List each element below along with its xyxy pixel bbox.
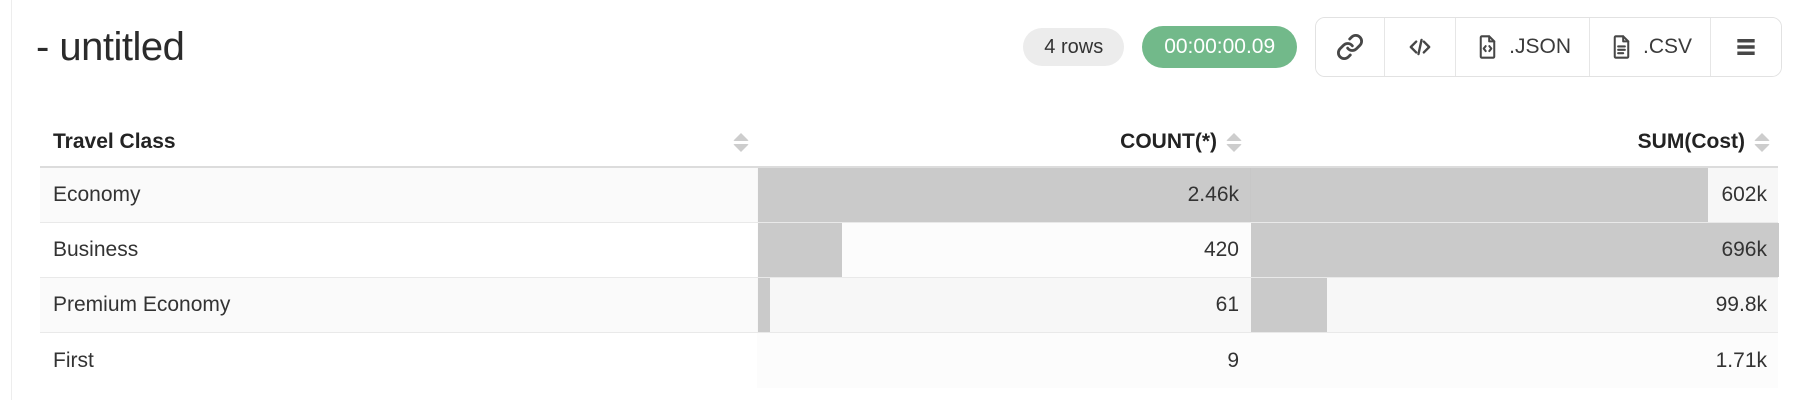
row-count-badge: 4 rows [1023, 28, 1125, 66]
sum-value: 1.71k [1715, 348, 1767, 372]
sort-icon[interactable] [1754, 132, 1770, 152]
panel-left-border [11, 0, 12, 400]
query-title[interactable]: - untitled [36, 24, 185, 69]
column-header-label: Travel Class [53, 130, 176, 153]
export-json-button[interactable]: .JSON [1455, 18, 1589, 76]
cell-sum-cost: 602k [1250, 168, 1778, 222]
sum-value: 602k [1721, 183, 1767, 206]
sum-value: 696k [1721, 238, 1767, 261]
sum-bar [1251, 223, 1779, 277]
column-header-label: SUM(Cost) [1637, 130, 1745, 153]
count-value: 2.46k [1187, 183, 1239, 206]
cell-travel-class: First [53, 348, 94, 372]
view-code-button[interactable] [1384, 18, 1456, 76]
table-header-row: Travel Class COUNT(*) SUM(Cost) [40, 95, 1778, 168]
count-bar [758, 223, 843, 277]
link-icon [1336, 33, 1364, 61]
sum-bar [1251, 278, 1327, 332]
cell-sum-cost: 1.71k [1250, 333, 1778, 388]
count-value: 9 [1227, 348, 1239, 372]
sum-bar [1251, 168, 1708, 222]
export-button-group: .JSON .CSV [1315, 17, 1782, 77]
more-options-button[interactable] [1710, 18, 1781, 76]
table-body: Economy 2.46k 602k Business 420 696k Pre… [40, 168, 1779, 388]
sum-value: 99.8k [1715, 293, 1767, 316]
copy-link-button[interactable] [1316, 18, 1385, 76]
cell-count: 61 [757, 278, 1250, 332]
table-row: Business 420 696k [40, 223, 1779, 278]
export-json-label: .JSON [1509, 35, 1571, 58]
column-header-count[interactable]: COUNT(*) [757, 130, 1250, 166]
cell-count: 420 [757, 223, 1250, 277]
cell-travel-class: Premium Economy [53, 293, 231, 316]
column-header-label: COUNT(*) [1120, 130, 1217, 153]
count-value: 420 [1203, 238, 1239, 261]
cell-count: 2.46k [757, 168, 1251, 222]
hamburger-menu-icon [1731, 34, 1761, 60]
cell-travel-class: Business [53, 238, 139, 261]
results-table: Travel Class COUNT(*) SUM(Cost) Economy … [40, 95, 1779, 388]
result-controls: 4 rows 00:00:00.09 [1023, 17, 1782, 77]
table-row: First 9 1.71k [40, 333, 1778, 388]
count-value: 61 [1215, 293, 1239, 316]
table-row: Economy 2.46k 602k [40, 168, 1778, 223]
column-header-sum-cost[interactable]: SUM(Cost) [1250, 130, 1778, 166]
count-bar [758, 278, 771, 332]
query-duration-badge: 00:00:00.09 [1142, 26, 1298, 68]
export-csv-label: .CSV [1642, 35, 1692, 58]
cell-travel-class: Economy [53, 183, 141, 206]
file-code-icon [1474, 32, 1501, 62]
cell-count: 9 [757, 333, 1250, 388]
file-text-icon [1608, 32, 1635, 62]
cell-sum-cost: 99.8k [1250, 278, 1778, 332]
cell-sum-cost: 696k [1250, 223, 1779, 277]
topbar: - untitled 4 rows 00:00:00.09 [36, 14, 1782, 80]
count-bar [758, 168, 1251, 222]
table-row: Premium Economy 61 99.8k [40, 278, 1778, 333]
sort-icon[interactable] [1226, 132, 1242, 152]
column-header-travel-class[interactable]: Travel Class [40, 130, 757, 166]
export-csv-button[interactable]: .CSV [1588, 18, 1710, 76]
code-icon [1405, 34, 1435, 60]
sort-icon[interactable] [733, 132, 749, 152]
